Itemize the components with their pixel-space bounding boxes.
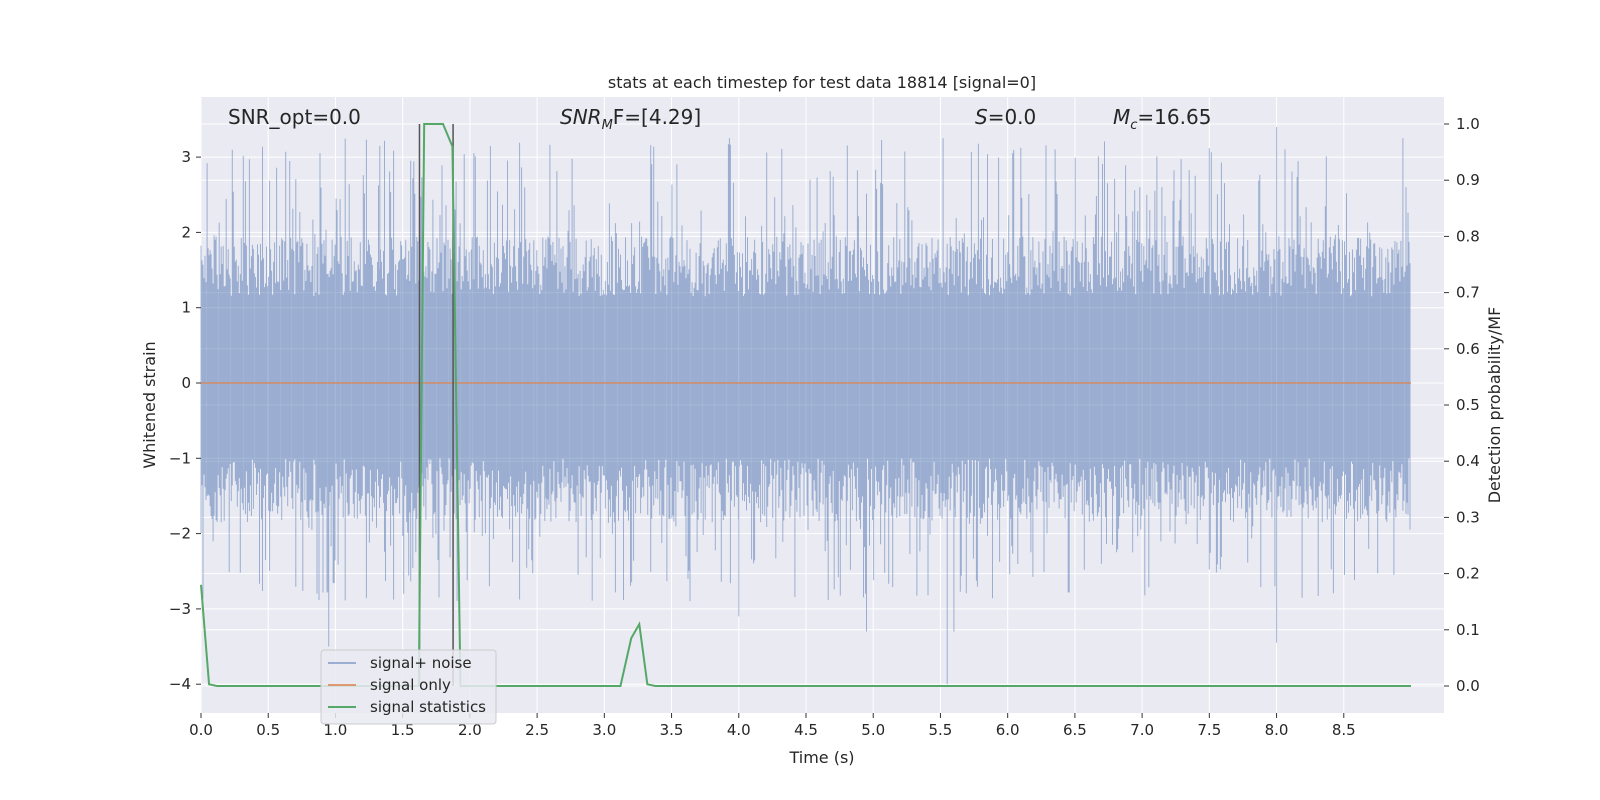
annotation-snr-mf: SNRMF=[4.29] (560, 105, 701, 133)
x-tick-label: 3.5 (660, 721, 684, 739)
y-right-tick-label: 0.7 (1456, 284, 1480, 302)
tick-labels: 0.0 0.5 1.0 1.5 2.0 2.5 3.0 3.5 4.0 4.5 5.0 5.5 6.0 6… (169, 115, 1480, 739)
x-tick-label: 1.0 (324, 721, 348, 739)
y-right-tick-label: 0.3 (1456, 508, 1480, 526)
annotation-mc: Mc=16.65 (1113, 105, 1211, 133)
x-tick-label: 0.5 (256, 721, 280, 739)
y-right-tick-label: 0.1 (1456, 621, 1480, 639)
x-tick-label: 4.0 (727, 721, 751, 739)
x-tick-label: 5.5 (929, 721, 953, 739)
signal-noise-series (200, 127, 1411, 685)
x-tick-label: 4.5 (794, 721, 818, 739)
x-tick-label: 3.0 (592, 721, 616, 739)
x-tick-label: 6.0 (996, 721, 1020, 739)
chart-title: stats at each timestep for test data 188… (608, 73, 1036, 92)
y-tick-label: −3 (169, 600, 191, 618)
y-tick-label: −2 (169, 525, 191, 543)
legend-box (320, 649, 497, 725)
x-tick-label: 2.5 (525, 721, 549, 739)
x-tick-label: 0.0 (189, 721, 213, 739)
x-tick-label: 1.5 (391, 721, 415, 739)
annotation-s: S=0.0 (975, 105, 1036, 129)
x-tick-label: 8.0 (1265, 721, 1289, 739)
y-right-tick-label: 0.9 (1456, 171, 1480, 189)
legend: signal+ noise signal only signal statist… (320, 649, 497, 725)
y-tick-label: 2 (181, 223, 191, 241)
y-right-tick-label: 0.4 (1456, 452, 1480, 470)
y-right-tick-label: 0.5 (1456, 396, 1480, 414)
legend-label-signal: signal only (370, 676, 451, 694)
signal-statistics-line (200, 123, 1411, 687)
noise-trace (200, 127, 1411, 685)
y-right-tick-label: 0.8 (1456, 227, 1480, 245)
legend-label-stats: signal statistics (370, 698, 486, 716)
y-axis-label-left: Whitened strain (140, 341, 159, 468)
annotation-snr-opt: SNR_opt=0.0 (228, 105, 361, 129)
y-axis-label-right: Detection probability/MF (1485, 307, 1504, 504)
y-tick-label: 0 (181, 374, 191, 392)
y-right-tick-label: 1.0 (1456, 115, 1480, 133)
y-tick-label: −4 (169, 675, 191, 693)
x-axis-label: Time (s) (788, 748, 854, 767)
y-tick-label: 3 (181, 148, 191, 166)
x-tick-label: 2.0 (458, 721, 482, 739)
legend-label-noise: signal+ noise (370, 654, 472, 672)
x-tick-label: 7.5 (1197, 721, 1221, 739)
y-right-tick-label: 0.2 (1456, 565, 1480, 583)
x-tick-label: 8.5 (1332, 721, 1356, 739)
x-tick-label: 7.0 (1130, 721, 1154, 739)
y-tick-label: −1 (169, 449, 191, 467)
x-tick-label: 5.0 (861, 721, 885, 739)
y-tick-label: 1 (181, 299, 191, 317)
series-layer (200, 123, 1411, 687)
x-tick-label: 6.5 (1063, 721, 1087, 739)
y-right-tick-label: 0.0 (1456, 677, 1480, 695)
y-right-tick-label: 0.6 (1456, 340, 1480, 358)
